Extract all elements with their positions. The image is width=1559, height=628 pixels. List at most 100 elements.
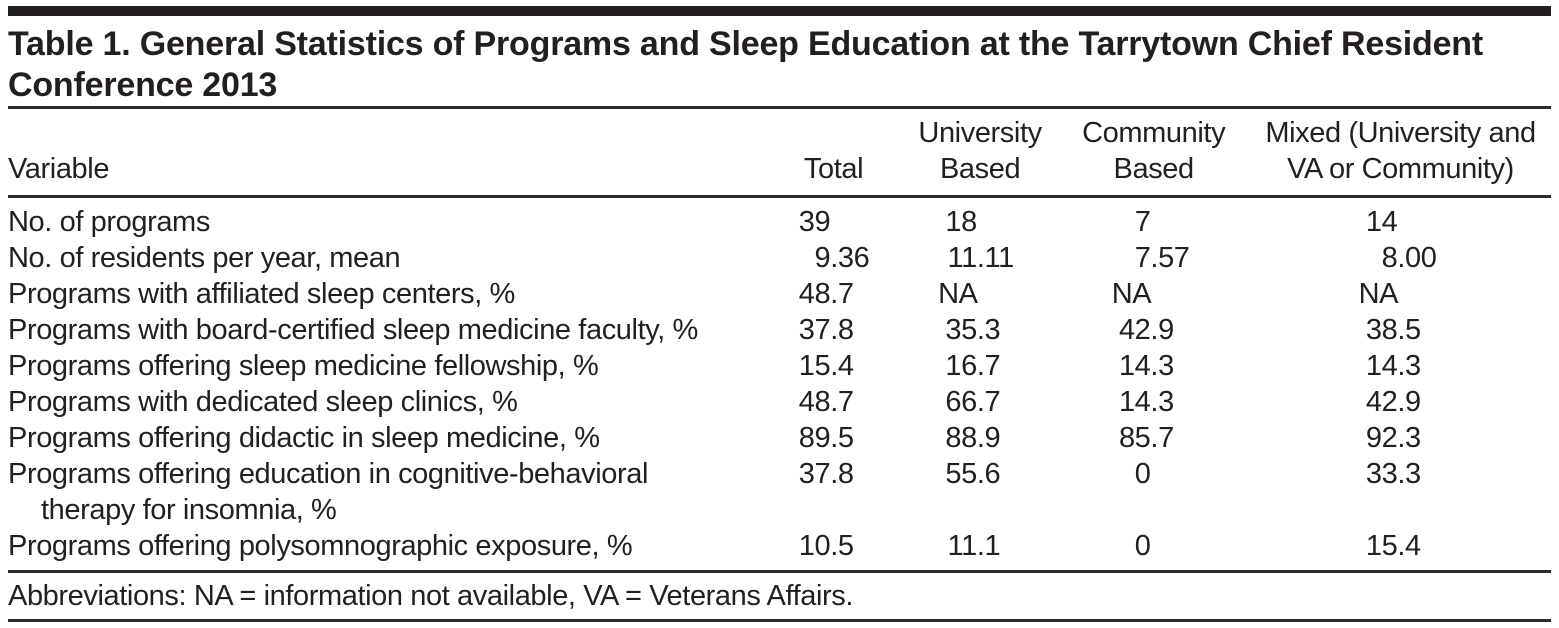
value-integer-part: 37: [798, 314, 831, 346]
row-label: No. of residents per year, mean: [8, 242, 401, 274]
value-integer-part: NA: [1111, 278, 1152, 310]
cell-mixed: 8.00: [1250, 240, 1551, 276]
decimal-aligned-value: 14.3: [1112, 384, 1196, 420]
decimal-aligned-value: 39: [792, 204, 876, 240]
decimal-aligned-value: 38.5: [1359, 312, 1443, 348]
cell-mixed: NA: [1250, 276, 1551, 312]
cell-mixed: 33.3: [1250, 456, 1551, 528]
value-fraction-part: .7: [830, 278, 854, 310]
decimal-aligned-value: NA: [938, 276, 1022, 312]
cell-total: 15.4: [764, 348, 903, 384]
table-row: Programs with dedicated sleep clinics, %…: [8, 384, 1551, 420]
cell-mixed: 14.3: [1250, 348, 1551, 384]
value-integer-part: 14: [1365, 206, 1398, 238]
value-fraction-part: .9: [976, 422, 1001, 454]
value-fraction-part: .7: [830, 386, 854, 418]
decimal-aligned-value: 15.4: [1359, 528, 1443, 564]
cell-total: 89.5: [764, 420, 903, 456]
cell-university: 88.9: [903, 420, 1057, 456]
cell-community: 7.57: [1057, 240, 1250, 276]
value-fraction-part: .11: [976, 242, 1014, 274]
decimal-aligned-value: 14: [1359, 204, 1443, 240]
decimal-aligned-value: 33.3: [1359, 456, 1443, 492]
decimal-aligned-value: NA: [1112, 276, 1196, 312]
row-label: No. of programs: [8, 206, 210, 238]
cell-total: 39: [764, 197, 903, 241]
top-rule-bar: [8, 6, 1551, 16]
decimal-aligned-value: 92.3: [1359, 420, 1443, 456]
decimal-aligned-value: 7: [1112, 204, 1196, 240]
decimal-aligned-value: 11.1: [938, 528, 1022, 564]
value-fraction-part: .9: [1397, 386, 1421, 418]
decimal-aligned-value: 37.8: [792, 312, 876, 348]
value-integer-part: 11: [947, 242, 978, 274]
table-row: Programs offering polysomnographic expos…: [8, 528, 1551, 572]
decimal-aligned-value: 42.9: [1112, 312, 1196, 348]
value-integer-part: 48: [798, 278, 831, 310]
decimal-aligned-value: 15.4: [792, 348, 876, 384]
decimal-aligned-value: 48.7: [792, 384, 876, 420]
value-fraction-part: .7: [976, 350, 1001, 382]
table-row: No. of programs 39 18 7 14: [8, 197, 1551, 241]
value-fraction-part: .36: [830, 242, 870, 274]
value-integer-part: 33: [1365, 458, 1398, 490]
table-header: Variable Total University Based Communit…: [8, 107, 1551, 198]
cell-community: 14.3: [1057, 348, 1250, 384]
value-integer-part: 15: [798, 350, 831, 382]
cell-university: 35.3: [903, 312, 1057, 348]
value-integer-part: 85: [1118, 422, 1151, 454]
table-row: Programs with affiliated sleep centers, …: [8, 276, 1551, 312]
decimal-aligned-value: 66.7: [938, 384, 1022, 420]
table-row: Programs offering sleep medicine fellows…: [8, 348, 1551, 384]
value-fraction-part: .3: [1397, 458, 1421, 490]
header-row: Variable Total University Based Communit…: [8, 107, 1551, 198]
table-body: No. of programs 39 18 7 14 No. of residents p…: [8, 197, 1551, 572]
value-integer-part: 89: [798, 422, 831, 454]
value-integer-part: 10: [798, 530, 831, 562]
value-fraction-part: .5: [830, 530, 854, 562]
table-row: Programs with board-certified sleep medi…: [8, 312, 1551, 348]
value-integer-part: NA: [1358, 278, 1399, 310]
value-integer-part: 42: [1118, 314, 1151, 346]
decimal-aligned-value: 11.11: [938, 240, 1022, 276]
cell-university: 55.6: [903, 456, 1057, 528]
cell-mixed: 42.9: [1250, 384, 1551, 420]
row-label: Programs with affiliated sleep centers, …: [8, 278, 515, 310]
cell-community: 0: [1057, 456, 1250, 528]
table-row: Programs offering education in cognitive…: [8, 456, 1551, 528]
value-integer-part: 35: [945, 314, 977, 346]
table-title: Table 1. General Statistics of Programs …: [8, 25, 1483, 104]
value-integer-part: 92: [1365, 422, 1398, 454]
cell-community: 42.9: [1057, 312, 1250, 348]
value-integer-part: 14: [1118, 350, 1151, 382]
value-fraction-part: .8: [830, 314, 854, 346]
cell-mixed: 38.5: [1250, 312, 1551, 348]
decimal-aligned-value: 0: [1112, 456, 1196, 492]
cell-total: 10.5: [764, 528, 903, 572]
value-fraction-part: .3: [1150, 386, 1174, 418]
cell-university: 11.11: [903, 240, 1057, 276]
cell-total: 37.8: [764, 312, 903, 348]
value-fraction-part: .57: [1150, 242, 1190, 274]
column-header-community-based: Community Based: [1057, 107, 1251, 198]
cell-university: 16.7: [903, 348, 1057, 384]
row-label: Programs with dedicated sleep clinics, %: [8, 386, 518, 418]
value-integer-part: 48: [798, 386, 831, 418]
cell-total: 48.7: [764, 384, 903, 420]
decimal-aligned-value: 14.3: [1359, 348, 1443, 384]
column-header-mixed: Mixed (University and VA or Community): [1250, 107, 1551, 198]
cell-total: 37.8: [764, 456, 903, 528]
decimal-aligned-value: 35.3: [938, 312, 1022, 348]
cell-community: 0: [1057, 528, 1250, 572]
cell-community: 7: [1057, 197, 1250, 241]
value-fraction-part: .3: [1397, 350, 1421, 382]
decimal-aligned-value: 37.8: [792, 456, 876, 492]
value-fraction-part: .5: [830, 422, 854, 454]
cell-mixed: 92.3: [1250, 420, 1551, 456]
decimal-aligned-value: 16.7: [938, 348, 1022, 384]
value-integer-part: 0: [1134, 458, 1151, 490]
column-header-variable: Variable: [8, 107, 765, 198]
value-fraction-part: .3: [1150, 350, 1174, 382]
value-integer-part: 39: [798, 206, 831, 238]
